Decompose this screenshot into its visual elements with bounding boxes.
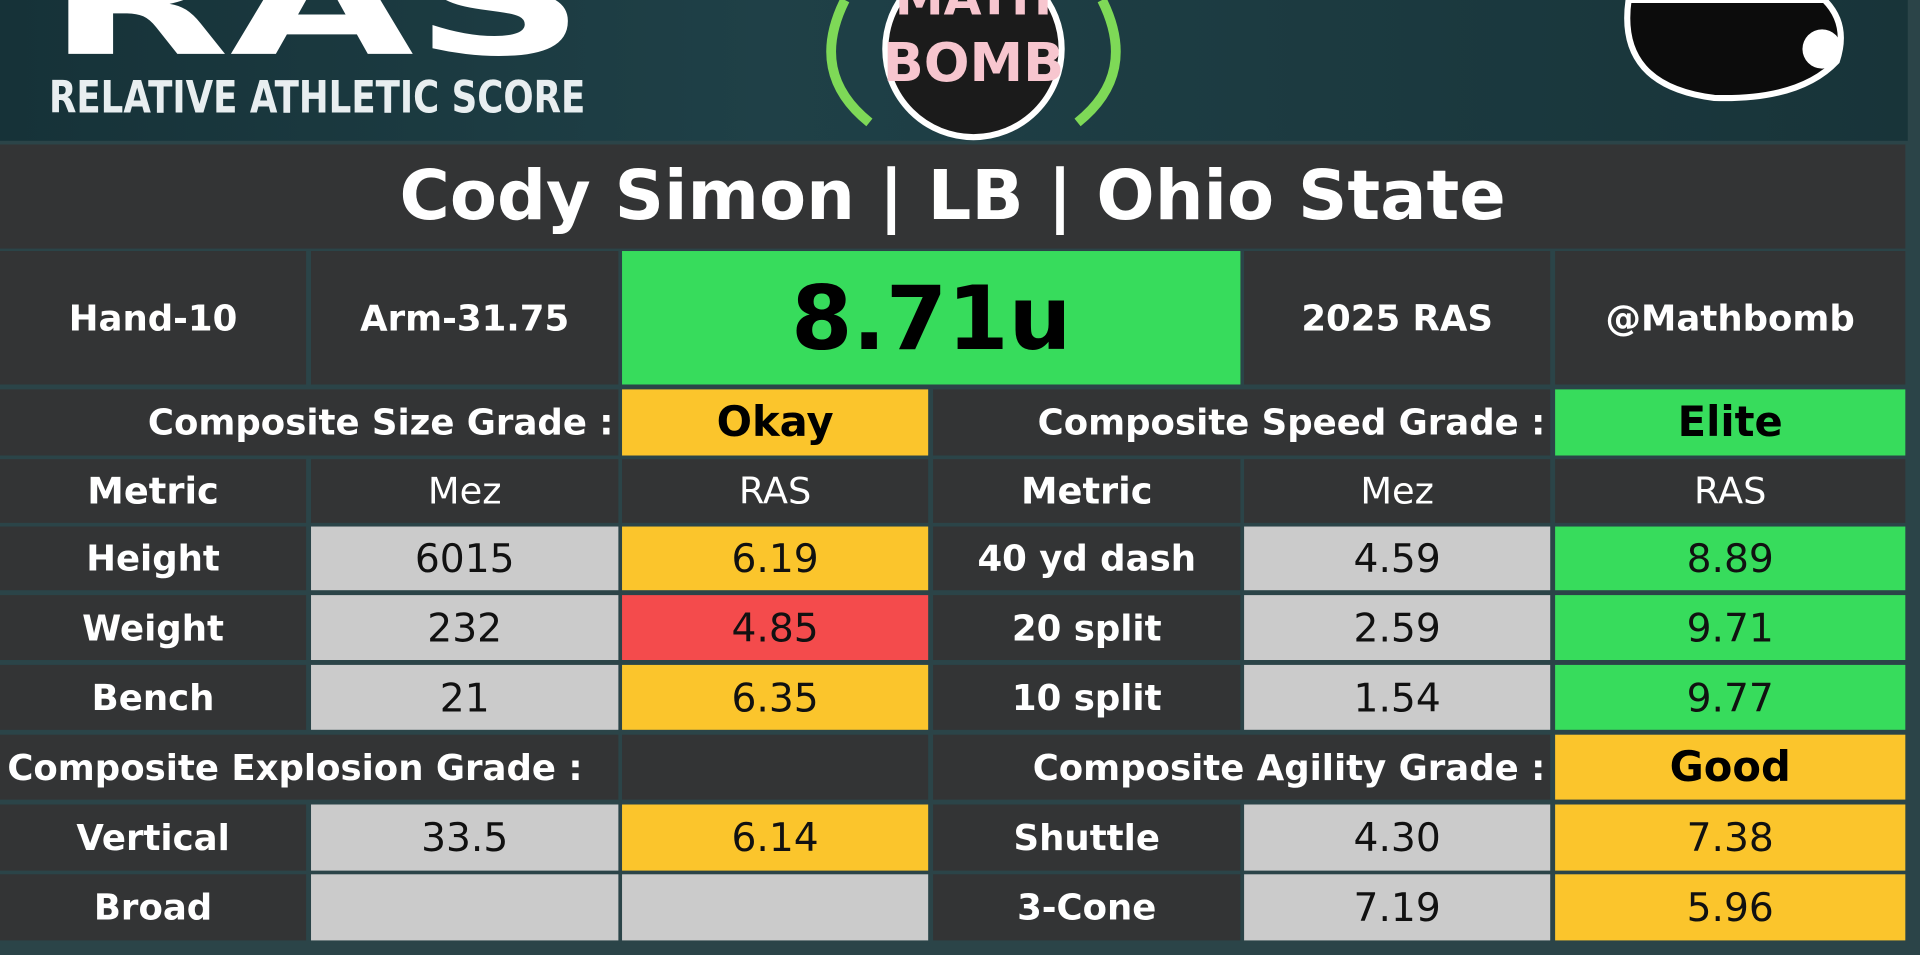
ras: 7.38 [1555,804,1906,871]
metric: Weight [0,595,307,661]
ras: 6.19 [622,526,929,591]
metric: Bench [0,664,307,730]
ras: 6.14 [622,804,929,871]
ras: 4.85 [622,595,929,661]
column-header: Metric [0,459,307,523]
mez: 6015 [311,526,619,591]
metric: Shuttle [933,804,1241,871]
mez: 4.30 [1244,804,1551,871]
score: 8.71u [622,251,1241,385]
column-header: RAS [622,459,929,523]
metric: 3-Cone [933,874,1241,941]
grade: Good [1555,734,1906,800]
metric: 20 split [933,595,1241,661]
column-header: RAS [1555,459,1906,523]
mez: 1.54 [1244,664,1551,730]
logo-circle [882,0,1065,141]
mascot-badge [1802,29,1842,69]
logo-arc [1074,0,1121,127]
grade: Okay [622,389,929,456]
column-header: Mez [1244,459,1551,523]
logo-arc [826,0,873,127]
logo-top-text: MATH [895,0,1052,27]
mez: 2.59 [1244,595,1551,661]
handle: @Mathbomb [1555,251,1906,385]
empty-cell [311,874,619,941]
year: 2025 RAS [1244,251,1551,385]
grade: Elite [1555,389,1906,456]
ras: 8.89 [1555,526,1906,591]
ras-subtitle: RELATIVE ATHLETIC SCORE [49,73,585,124]
grade-label: Composite Size Grade : [0,389,619,456]
title: Cody Simon | LB | Ohio State [0,144,1906,249]
ras: 6.35 [622,664,929,730]
header-graphics: RAS RELATIVE ATHLETIC SCORE MATH BOMB [47,0,1844,141]
column-header: Mez [311,459,619,523]
metric: Broad [0,874,307,941]
grade-label: Composite Speed Grade : [933,389,1551,456]
mez: 21 [311,664,619,730]
mez: 7.19 [1244,874,1551,941]
mascot-logo [1624,0,1844,102]
metric: 10 split [933,664,1241,730]
empty-cell [622,874,929,941]
mez: 33.5 [311,804,619,871]
grade-label: Composite Explosion Grade : [0,734,619,800]
mez: 232 [311,595,619,661]
ras: 5.96 [1555,874,1906,941]
header-banner: RAS RELATIVE ATHLETIC SCORE MATH BOMB [0,0,1908,141]
logo-bottom-text: BOMB [883,31,1064,94]
ras-logo: RAS [47,0,586,89]
ras: 9.71 [1555,595,1906,661]
metric: 40 yd dash [933,526,1241,591]
empty-cell [622,734,929,800]
column-header: Metric [933,459,1241,523]
mez: 4.59 [1244,526,1551,591]
metric: Height [0,526,307,591]
grade-label: Composite Agility Grade : [933,734,1551,800]
ras: 9.77 [1555,664,1906,730]
metric: Vertical [0,804,307,871]
arm: Arm-31.75 [311,251,619,385]
hand: Hand-10 [0,251,307,385]
